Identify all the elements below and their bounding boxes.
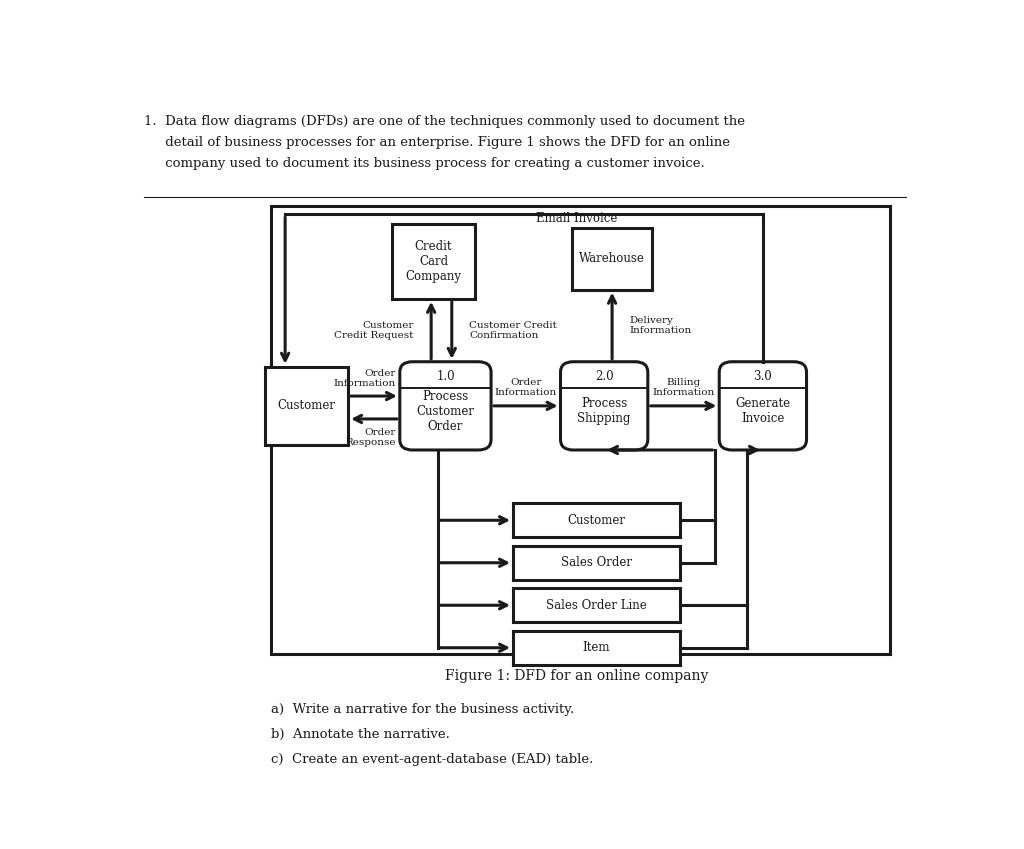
Text: 1.  Data flow diagrams (DFDs) are one of the techniques commonly used to documen: 1. Data flow diagrams (DFDs) are one of … xyxy=(143,115,744,128)
Text: b)  Annotate the narrative.: b) Annotate the narrative. xyxy=(270,728,450,741)
Bar xyxy=(572,228,651,290)
Text: Customer
Credit Request: Customer Credit Request xyxy=(334,321,414,340)
FancyBboxPatch shape xyxy=(399,362,492,450)
Text: 3.0: 3.0 xyxy=(754,369,772,383)
FancyBboxPatch shape xyxy=(719,362,807,450)
Text: Process
Customer
Order: Process Customer Order xyxy=(417,390,474,433)
Text: Sales Order Line: Sales Order Line xyxy=(546,599,646,612)
Bar xyxy=(270,206,890,655)
Text: Figure 1: DFD for an online company: Figure 1: DFD for an online company xyxy=(444,669,708,683)
Text: detail of business processes for an enterprise. Figure 1 shows the DFD for an on: detail of business processes for an ente… xyxy=(143,136,730,149)
Text: Credit
Card
Company: Credit Card Company xyxy=(406,240,462,283)
Text: Delivery
Information: Delivery Information xyxy=(630,316,692,335)
Bar xyxy=(513,588,680,622)
Text: Email Invoice: Email Invoice xyxy=(536,211,617,225)
Text: Customer: Customer xyxy=(567,514,626,526)
Text: company used to document its business process for creating a customer invoice.: company used to document its business pr… xyxy=(143,157,705,170)
Text: Billing
Information: Billing Information xyxy=(652,378,715,397)
Text: Order
Information: Order Information xyxy=(495,378,557,397)
Bar xyxy=(265,367,348,445)
Text: Order
Response: Order Response xyxy=(345,428,396,447)
Text: Order
Information: Order Information xyxy=(334,368,396,388)
Text: Sales Order: Sales Order xyxy=(561,556,632,570)
Bar xyxy=(513,503,680,537)
Text: c)  Create an event-agent-database (EAD) table.: c) Create an event-agent-database (EAD) … xyxy=(270,753,593,766)
Text: Customer: Customer xyxy=(278,399,336,413)
Text: Generate
Invoice: Generate Invoice xyxy=(735,397,791,425)
Text: a)  Write a narrative for the business activity.: a) Write a narrative for the business ac… xyxy=(270,703,574,717)
Text: 2.0: 2.0 xyxy=(595,369,613,383)
Text: Warehouse: Warehouse xyxy=(580,252,645,265)
Bar xyxy=(513,631,680,665)
Bar xyxy=(392,224,475,299)
Text: Item: Item xyxy=(583,641,610,655)
Text: Process
Shipping: Process Shipping xyxy=(578,397,631,425)
FancyBboxPatch shape xyxy=(560,362,648,450)
Text: 1.0: 1.0 xyxy=(436,369,455,383)
Text: Customer Credit
Confirmation: Customer Credit Confirmation xyxy=(469,321,557,340)
Bar xyxy=(513,546,680,580)
